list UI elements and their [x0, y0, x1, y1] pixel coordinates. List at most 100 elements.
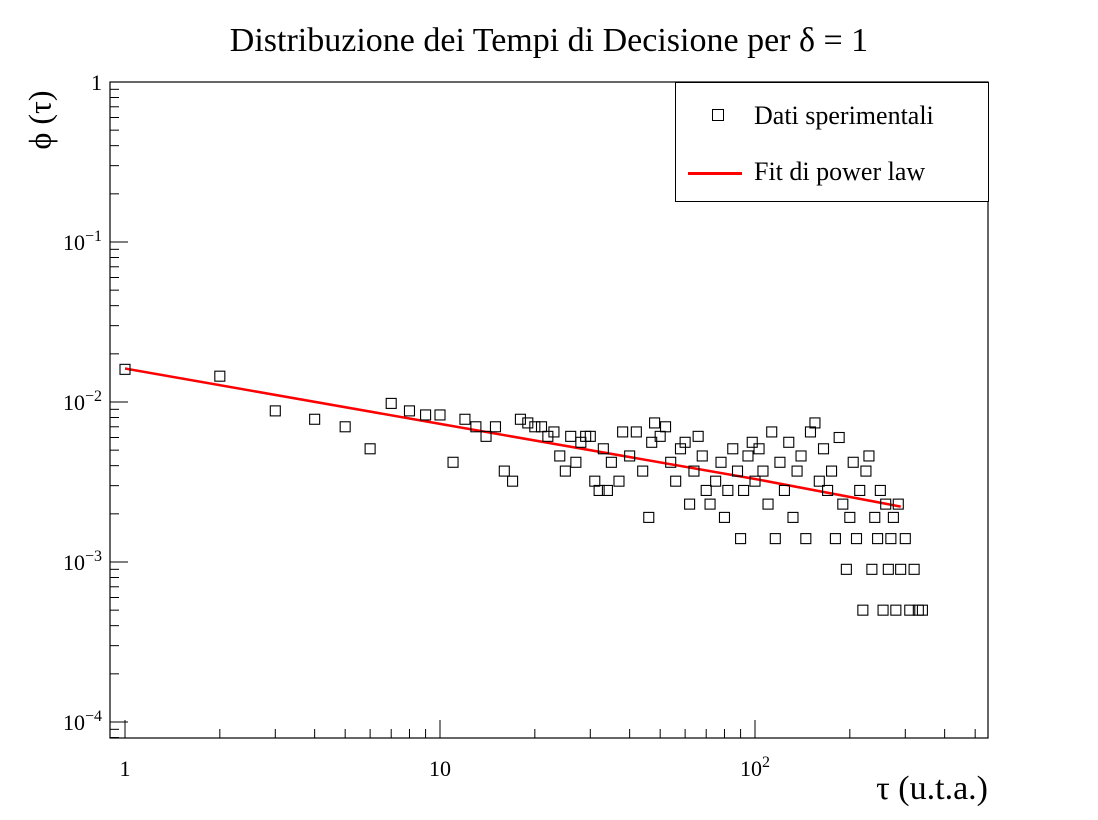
data-point: [535, 421, 548, 433]
data-point: [753, 443, 765, 455]
data-point: [727, 443, 739, 455]
data-point: [872, 533, 884, 545]
data-point: [624, 450, 636, 462]
data-point: [783, 436, 795, 448]
data-point: [480, 430, 492, 442]
data-point: [542, 430, 554, 442]
data-point: [829, 533, 841, 545]
data-point: [696, 450, 708, 462]
data-point: [766, 426, 778, 438]
x-axis-label: τ (u.t.a.): [876, 770, 988, 807]
data-point: [684, 498, 696, 510]
data-point: [700, 484, 712, 497]
data-point: [874, 484, 886, 497]
data-point: [646, 436, 658, 448]
data-point: [507, 475, 519, 487]
tick-label: 1: [91, 70, 102, 95]
data-point: [742, 450, 754, 462]
axis-ticks: [110, 81, 976, 739]
data-point: [749, 475, 761, 487]
legend-item-data: Dati sperimentali: [676, 97, 988, 137]
data-point: [880, 498, 892, 510]
data-points: [119, 363, 928, 616]
plot-frame: [109, 81, 989, 739]
data-point: [817, 443, 830, 455]
data-point: [498, 465, 510, 477]
data-point: [847, 456, 859, 468]
data-point: [826, 465, 838, 477]
data-point: [554, 450, 566, 462]
data-point: [403, 405, 416, 417]
data-point: [601, 484, 613, 497]
data-point: [800, 533, 812, 545]
data-point: [593, 484, 605, 497]
data-point: [643, 511, 655, 523]
tick-label: 10: [429, 756, 451, 781]
data-point: [844, 511, 856, 523]
data-point: [364, 443, 376, 455]
data-point: [214, 370, 226, 382]
data-point: [489, 421, 502, 433]
data-point: [659, 421, 672, 433]
data-point: [731, 465, 744, 477]
data-point: [892, 498, 904, 510]
data-point: [630, 426, 642, 438]
data-point: [119, 363, 131, 375]
data-point: [722, 484, 734, 497]
data-point: [916, 604, 928, 616]
data-point: [339, 421, 351, 433]
data-point: [584, 430, 596, 442]
data-point: [447, 456, 459, 468]
tick-label: 102: [740, 754, 770, 781]
data-point: [866, 563, 878, 575]
data-point: [774, 456, 786, 468]
data-point: [857, 604, 869, 616]
data-point: [850, 533, 863, 545]
legend-label: Dati sperimentali: [754, 101, 934, 130]
data-point: [679, 436, 691, 448]
tick-labels: 10−4 10−3 10−2 10−1 1 1 10 102: [63, 70, 770, 781]
open-square-marker-icon: [712, 109, 724, 121]
data-point: [420, 409, 432, 421]
legend: Dati sperimentali Fit di power law: [675, 82, 989, 202]
data-point: [877, 604, 889, 616]
data-point: [548, 426, 560, 438]
data-point: [860, 465, 872, 477]
data-point: [670, 475, 682, 487]
data-point: [637, 465, 649, 477]
data-point: [769, 533, 781, 545]
data-point: [863, 450, 875, 462]
data-point: [605, 456, 617, 468]
data-point: [688, 465, 700, 477]
data-point: [885, 533, 897, 545]
data-point: [787, 511, 799, 523]
data-point: [529, 421, 541, 433]
data-point: [665, 456, 677, 468]
data-point: [597, 443, 609, 455]
data-point: [589, 475, 601, 487]
data-point: [908, 563, 920, 575]
data-point: [704, 498, 716, 510]
data-point: [809, 417, 821, 429]
data-point: [617, 426, 629, 438]
data-point: [738, 484, 750, 497]
data-point: [522, 417, 534, 429]
data-point: [309, 413, 321, 425]
data-point: [565, 430, 577, 442]
data-point: [459, 413, 471, 425]
data-point: [854, 484, 866, 497]
tick-label: 10−1: [63, 228, 102, 255]
data-point: [822, 484, 834, 497]
data-point: [385, 397, 397, 409]
fit-line: [124, 367, 901, 508]
data-point: [837, 498, 849, 510]
data-point: [514, 413, 526, 425]
data-point: [570, 456, 582, 468]
data-point: [882, 563, 894, 575]
red-line-icon: [688, 172, 742, 175]
chart-title: Distribuzione dei Tempi di Decisione per…: [229, 22, 869, 59]
data-point: [692, 430, 704, 442]
tick-label: 10−4: [63, 708, 102, 735]
data-point: [869, 511, 881, 523]
